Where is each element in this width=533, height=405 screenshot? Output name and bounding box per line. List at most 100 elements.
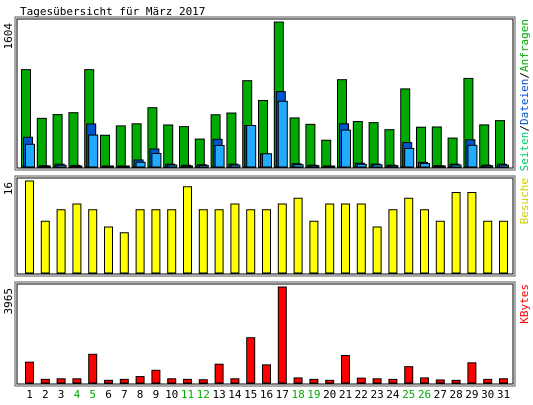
x-tick-day-10: 10 (165, 388, 178, 401)
bar-besuche-day-9 (151, 209, 161, 274)
bar-seiten-day-20 (325, 165, 336, 168)
bar-anfragen-day-6 (100, 134, 110, 168)
legend-entry: / (518, 125, 531, 132)
bar-seiten-day-2 (40, 165, 51, 168)
bar-besuche-day-15 (246, 209, 256, 274)
bar-seiten-day-24 (388, 165, 399, 168)
bar-kbytes-day-6 (104, 379, 113, 384)
x-tick-day-15: 15 (244, 388, 257, 401)
x-tick-day-2: 2 (42, 388, 49, 401)
x-tick-day-16: 16 (260, 388, 273, 401)
bar-besuche-day-30 (483, 220, 493, 274)
x-tick-day-21: 21 (339, 388, 352, 401)
bar-kbytes-day-12 (198, 379, 208, 384)
bar-kbytes-day-8 (135, 376, 145, 384)
bar-seiten-day-22 (356, 163, 367, 168)
x-tick-day-24: 24 (386, 388, 400, 401)
x-tick-day-28: 28 (449, 388, 462, 401)
bar-seiten-day-1 (25, 143, 35, 168)
x-tick-day-30: 30 (481, 388, 494, 401)
x-tick-day-9: 9 (153, 388, 160, 401)
ymax-label: 1604 (2, 23, 15, 50)
bar-seiten-day-25 (404, 147, 415, 168)
bar-anfragen-day-31 (495, 120, 505, 168)
bar-kbytes-day-23 (372, 378, 382, 384)
bar-kbytes-day-2 (40, 378, 50, 384)
bar-kbytes-day-14 (230, 378, 240, 384)
bar-seiten-day-12 (198, 164, 209, 168)
bars-visits (25, 180, 508, 274)
x-tick-day-25: 25 (402, 388, 415, 401)
bar-seiten-day-5 (88, 134, 99, 168)
bar-besuche-day-25 (404, 197, 414, 274)
legend-entry: Besuche (518, 178, 531, 224)
panel-inner-frame (16, 18, 514, 169)
x-tick-day-12: 12 (197, 388, 210, 401)
x-tick-day-6: 6 (105, 388, 112, 401)
bar-besuche-day-4 (72, 203, 82, 274)
x-tick-day-20: 20 (323, 388, 336, 401)
x-tick-day-8: 8 (137, 388, 144, 401)
chart-title: Tagesübersicht für März 2017 (20, 5, 205, 18)
bar-seiten-day-15 (246, 125, 257, 168)
panel-visits: 16 Besuche (2, 175, 531, 277)
bar-seiten-day-23 (372, 164, 383, 168)
panel-kbytes: 3965 KBytes (2, 281, 531, 387)
bar-kbytes-day-19 (309, 378, 319, 384)
bar-seiten-day-14 (230, 164, 241, 168)
bar-besuche-day-18 (293, 197, 303, 274)
bar-seiten-day-3 (56, 164, 67, 168)
x-tick-day-26: 26 (418, 388, 431, 401)
ymax-label: 16 (2, 182, 15, 195)
bar-besuche-day-7 (119, 232, 129, 274)
x-tick-day-11: 11 (181, 388, 194, 401)
bar-anfragen-day-4 (68, 112, 79, 168)
legend-entry: Seiten (518, 132, 531, 172)
bar-besuche-day-2 (40, 220, 50, 274)
bar-besuche-day-27 (435, 220, 445, 274)
bar-seiten-day-28 (451, 164, 462, 168)
bar-kbytes-day-24 (388, 378, 398, 384)
bar-seiten-day-16 (262, 153, 272, 168)
bar-kbytes-day-9 (151, 369, 161, 384)
bar-kbytes-day-15 (246, 337, 256, 384)
bar-besuche-day-12 (198, 209, 208, 274)
bar-kbytes-day-28 (451, 379, 461, 384)
bar-besuche-day-14 (230, 203, 240, 274)
bar-kbytes-day-5 (88, 353, 98, 384)
bar-kbytes-day-17 (277, 286, 287, 384)
bar-anfragen-day-3 (52, 114, 63, 168)
bar-anfragen-day-12 (194, 138, 205, 168)
bar-anfragen-day-2 (36, 117, 47, 168)
bar-anfragen-day-30 (479, 124, 490, 168)
x-tick-day-3: 3 (58, 388, 65, 401)
bar-seiten-day-8 (135, 161, 146, 168)
bar-seiten-day-30 (483, 165, 494, 168)
bar-besuche-day-11 (183, 186, 192, 274)
bar-kbytes-day-31 (499, 378, 508, 384)
panel-legend: Seiten/Dateien/Anfragen (518, 19, 531, 171)
legend-entry: Dateien (518, 79, 531, 125)
bar-seiten-day-6 (104, 165, 114, 168)
bar-besuche-day-28 (451, 192, 461, 274)
bar-seiten-day-7 (119, 165, 130, 168)
x-tick-day-17: 17 (276, 388, 289, 401)
bar-besuche-day-21 (341, 203, 350, 274)
bar-anfragen-day-20 (321, 139, 332, 168)
bar-besuche-day-13 (214, 209, 224, 274)
bar-seiten-day-13 (214, 144, 225, 168)
bar-anfragen-day-27 (431, 126, 442, 168)
bar-besuche-day-3 (56, 209, 66, 274)
bar-seiten-day-26 (420, 163, 430, 168)
bar-besuche-day-8 (135, 209, 145, 274)
bar-seiten-day-9 (151, 153, 162, 168)
bar-seiten-day-18 (293, 164, 304, 168)
legend-entry: Anfragen (518, 19, 531, 72)
bar-besuche-day-19 (309, 220, 319, 274)
bar-seiten-day-21 (341, 129, 351, 168)
bar-kbytes-day-4 (72, 378, 82, 384)
bar-besuche-day-16 (262, 209, 271, 274)
